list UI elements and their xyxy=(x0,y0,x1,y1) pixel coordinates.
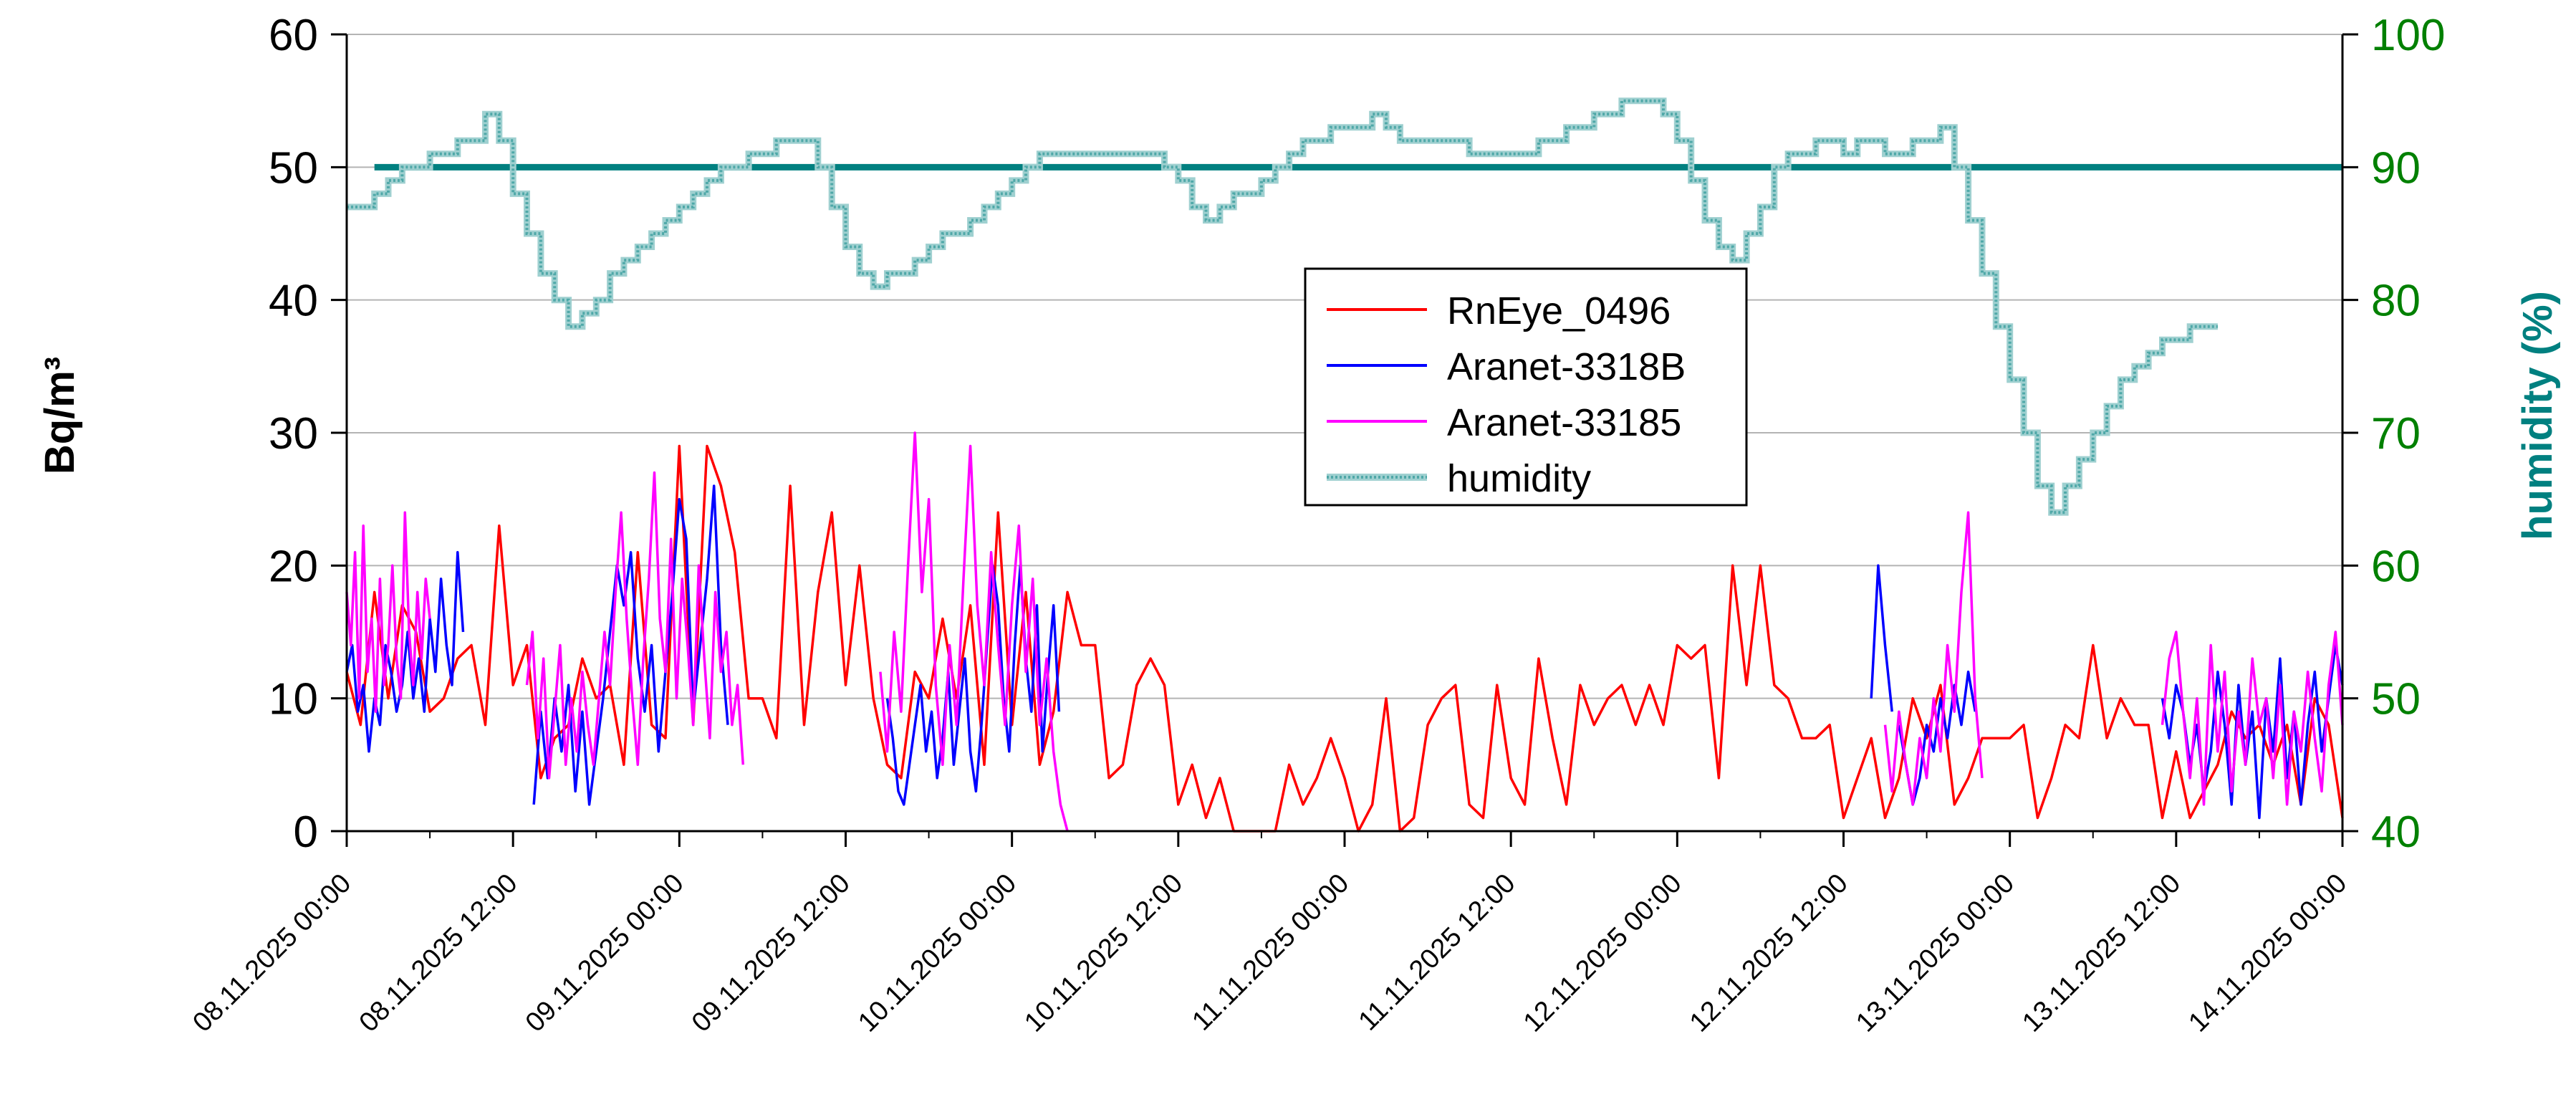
series-line-aranet-33185 xyxy=(345,511,431,713)
y2-tick-label: 50 xyxy=(2371,675,2421,724)
y2-tick-label: 70 xyxy=(2371,409,2421,459)
y-tick-label: 40 xyxy=(269,277,318,326)
series-line-aranet-3318b xyxy=(345,551,465,753)
y-tick-label: 30 xyxy=(269,409,318,459)
y2-tick-label: 80 xyxy=(2371,277,2421,326)
series-line-aranet-3318b xyxy=(1870,564,1893,712)
y-tick-label: 0 xyxy=(294,808,318,857)
series-line-aranet-33185 xyxy=(1883,511,1984,806)
series-group xyxy=(345,97,2344,833)
y2-tick-label: 60 xyxy=(2371,542,2421,591)
y-tick-label: 10 xyxy=(269,675,318,724)
legend-label: Aranet-33185 xyxy=(1447,401,1681,444)
series-line-aranet-33185 xyxy=(525,471,745,780)
y-axis-title: Bq/m³ xyxy=(37,357,83,474)
y2-tick-label: 100 xyxy=(2371,11,2445,60)
legend-label: RnEye_0496 xyxy=(1447,289,1671,332)
y2-tick-label: 40 xyxy=(2371,808,2421,857)
legend-label: humidity xyxy=(1447,457,1591,500)
series-line-aranet-3318b xyxy=(885,564,1061,806)
series-line-humidity xyxy=(347,99,2218,514)
y-tick-label: 20 xyxy=(269,542,318,591)
series-line-aranet-33185 xyxy=(879,431,1069,832)
y2-axis-title: humidity (%) xyxy=(2514,291,2561,540)
y2-tick-label: 90 xyxy=(2371,143,2421,193)
legend: RnEye_0496 Aranet-3318B Aranet-33185 humidi… xyxy=(1304,267,1748,507)
legend-label: Aranet-3318B xyxy=(1447,345,1686,388)
y-tick-label: 60 xyxy=(269,11,318,60)
series-line-aranet-33185 xyxy=(2161,631,2344,806)
series-line-rneye-0496 xyxy=(345,444,2344,833)
y-tick-label: 50 xyxy=(269,143,318,193)
